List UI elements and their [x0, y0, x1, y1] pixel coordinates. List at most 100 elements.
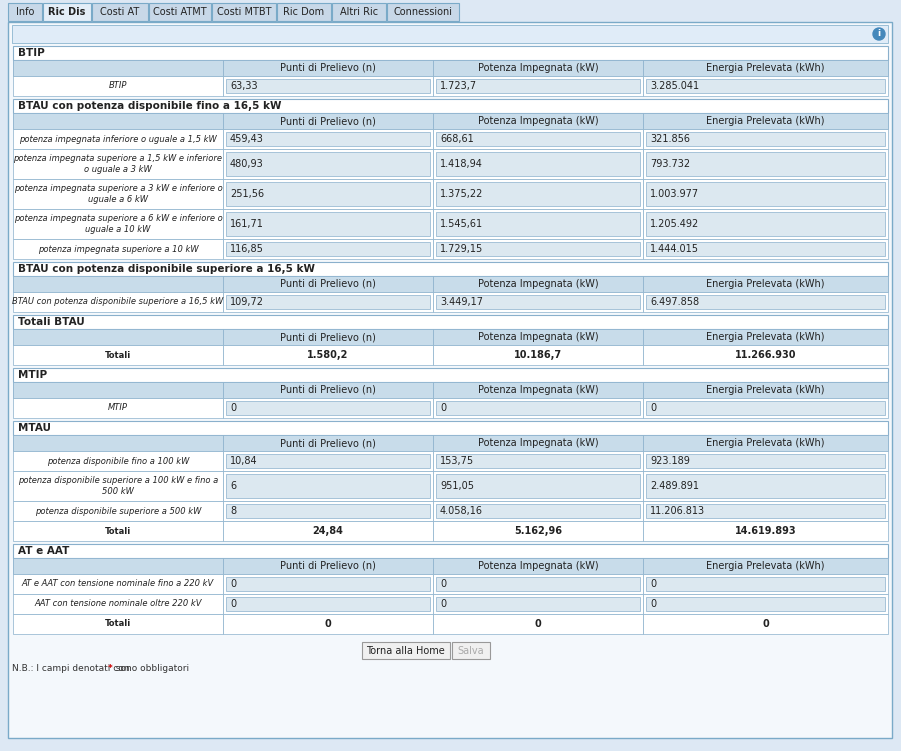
- Text: 5.162,96: 5.162,96: [514, 526, 562, 536]
- Text: Punti di Prelievo (n): Punti di Prelievo (n): [280, 279, 376, 289]
- Text: potenza disponibile fino a 100 kW: potenza disponibile fino a 100 kW: [47, 457, 189, 466]
- Text: 116,85: 116,85: [230, 244, 264, 254]
- Bar: [223, 398, 433, 418]
- Bar: [643, 398, 888, 418]
- Bar: [433, 179, 643, 209]
- Text: Punti di Prelievo (n): Punti di Prelievo (n): [280, 116, 376, 126]
- Bar: [436, 401, 640, 415]
- Bar: [643, 382, 888, 398]
- Bar: [433, 239, 643, 259]
- Bar: [223, 574, 433, 594]
- Bar: [436, 454, 640, 468]
- Bar: [226, 132, 430, 146]
- Bar: [13, 113, 888, 129]
- Text: 1.003.977: 1.003.977: [650, 189, 699, 199]
- Text: 1.205.492: 1.205.492: [650, 219, 699, 229]
- Bar: [223, 149, 433, 179]
- Bar: [13, 451, 223, 471]
- Text: 0: 0: [650, 599, 656, 609]
- Bar: [646, 132, 885, 146]
- Bar: [646, 401, 885, 415]
- Bar: [436, 79, 640, 93]
- Text: 1.545,61: 1.545,61: [440, 219, 483, 229]
- Text: potenza disponibile superiore a 100 kW e fino a
500 kW: potenza disponibile superiore a 100 kW e…: [18, 476, 218, 496]
- Text: 459,43: 459,43: [230, 134, 264, 144]
- Bar: [436, 295, 640, 309]
- Text: Potenza Impegnata (kW): Potenza Impegnata (kW): [478, 63, 598, 73]
- Text: 0: 0: [230, 403, 236, 413]
- Bar: [433, 149, 643, 179]
- Bar: [13, 471, 223, 501]
- Text: 0: 0: [762, 619, 769, 629]
- Bar: [436, 577, 640, 591]
- Bar: [387, 3, 459, 21]
- Bar: [13, 345, 223, 365]
- Text: N.B.: I campi denotati con: N.B.: I campi denotati con: [12, 664, 132, 673]
- Text: MTIP: MTIP: [108, 403, 128, 412]
- Text: Punti di Prelievo (n): Punti di Prelievo (n): [280, 561, 376, 571]
- Text: 14.619.893: 14.619.893: [734, 526, 796, 536]
- Bar: [223, 345, 433, 365]
- Bar: [13, 276, 888, 292]
- Text: 153,75: 153,75: [440, 456, 474, 466]
- Text: Totali: Totali: [105, 526, 132, 535]
- Bar: [223, 558, 433, 574]
- Text: BTAU con potenza disponibile fino a 16,5 kW: BTAU con potenza disponibile fino a 16,5…: [18, 101, 281, 111]
- Bar: [643, 179, 888, 209]
- Text: 161,71: 161,71: [230, 219, 264, 229]
- Bar: [13, 501, 223, 521]
- Bar: [13, 276, 223, 292]
- Bar: [12, 25, 888, 43]
- Bar: [13, 544, 888, 558]
- Bar: [13, 46, 888, 60]
- Text: Costi AT: Costi AT: [100, 7, 140, 17]
- Text: Punti di Prelievo (n): Punti di Prelievo (n): [280, 385, 376, 395]
- Text: AT e AAT con tensione nominale fino a 220 kV: AT e AAT con tensione nominale fino a 22…: [22, 580, 214, 589]
- Bar: [643, 614, 888, 634]
- Bar: [436, 474, 640, 498]
- Bar: [226, 182, 430, 206]
- Bar: [643, 501, 888, 521]
- Text: 11.266.930: 11.266.930: [734, 350, 796, 360]
- Text: Torna alla Home: Torna alla Home: [366, 646, 445, 656]
- Text: 251,56: 251,56: [230, 189, 264, 199]
- Bar: [226, 504, 430, 518]
- Bar: [223, 451, 433, 471]
- Bar: [223, 113, 433, 129]
- Bar: [226, 577, 430, 591]
- Text: 0: 0: [440, 599, 446, 609]
- Bar: [226, 295, 430, 309]
- Bar: [13, 435, 888, 451]
- Text: 8: 8: [230, 506, 236, 516]
- Bar: [433, 292, 643, 312]
- Text: 24,84: 24,84: [313, 526, 343, 536]
- Bar: [433, 60, 643, 76]
- Text: AAT con tensione nominale oltre 220 kV: AAT con tensione nominale oltre 220 kV: [34, 599, 202, 608]
- Bar: [433, 209, 643, 239]
- Text: 793.732: 793.732: [650, 159, 690, 169]
- Bar: [646, 504, 885, 518]
- Bar: [433, 521, 643, 541]
- Bar: [451, 642, 489, 659]
- Bar: [226, 597, 430, 611]
- Text: 10,84: 10,84: [230, 456, 258, 466]
- Bar: [277, 3, 331, 21]
- Text: 1.418,94: 1.418,94: [440, 159, 483, 169]
- Text: Potenza Impegnata (kW): Potenza Impegnata (kW): [478, 438, 598, 448]
- Text: Connessioni: Connessioni: [394, 7, 452, 17]
- Bar: [433, 594, 643, 614]
- Text: Energia Prelevata (kWh): Energia Prelevata (kWh): [706, 561, 824, 571]
- Bar: [433, 382, 643, 398]
- Bar: [643, 60, 888, 76]
- Bar: [433, 113, 643, 129]
- Bar: [433, 501, 643, 521]
- Text: 3.449,17: 3.449,17: [440, 297, 483, 307]
- Text: Info: Info: [16, 7, 34, 17]
- Bar: [13, 594, 223, 614]
- Text: 0: 0: [650, 403, 656, 413]
- Text: 109,72: 109,72: [230, 297, 264, 307]
- Text: 0: 0: [230, 599, 236, 609]
- Bar: [13, 574, 223, 594]
- Bar: [433, 614, 643, 634]
- Text: BTIP: BTIP: [109, 82, 127, 91]
